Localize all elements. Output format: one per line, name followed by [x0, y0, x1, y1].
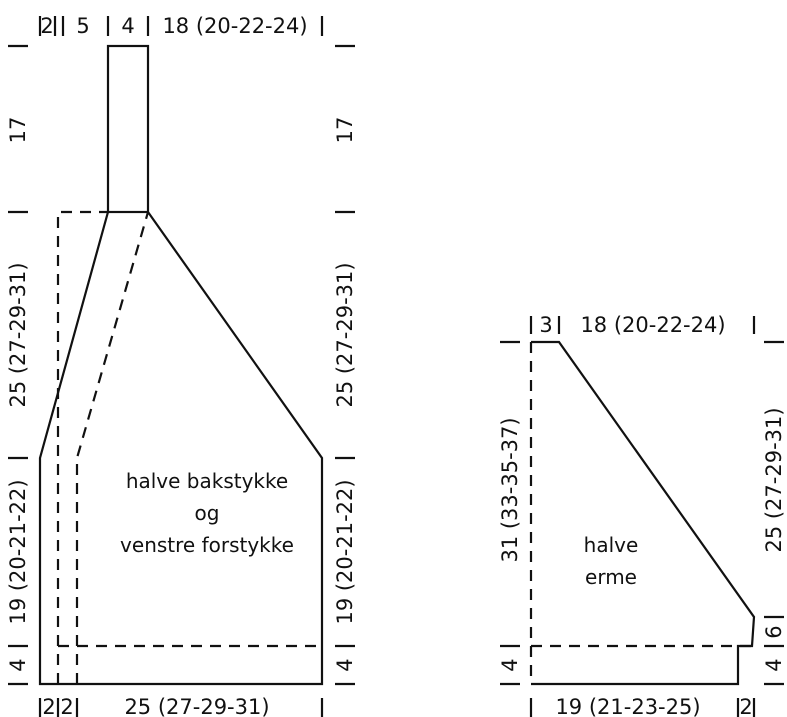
- dim-sleeve-right-straight: 6: [762, 625, 786, 638]
- sleeve-piece: halve erme 3 18 (20-22-24) 19 (21-23-25)…: [498, 313, 786, 717]
- body-label-line-3: venstre forstykke: [120, 533, 294, 557]
- body-top-dims: 2 5 4 18 (20-22-24): [38, 14, 324, 38]
- sleeve-label-line-2: erme: [585, 565, 637, 589]
- body-piece: halve bakstykke og venstre forstykke 2 5…: [6, 14, 357, 717]
- dim-right-collar: 17: [333, 117, 357, 144]
- dim-sleeve-left-rib: 4: [498, 658, 522, 671]
- sleeve-right-dims: 25 (27-29-31) 6 4: [762, 340, 786, 686]
- dim-sleeve-bottom-edge: 2: [739, 695, 752, 717]
- sleeve-outline: [531, 340, 756, 686]
- dim-right-yoke: 25 (27-29-31): [333, 262, 357, 407]
- dim-bottom-edge-a: 2: [42, 695, 55, 717]
- dim-bottom-width: 25 (27-29-31): [124, 695, 269, 717]
- sleeve-left-dims: 31 (33-35-37) 4: [498, 340, 522, 686]
- dim-sleeve-left-length: 31 (33-35-37): [498, 417, 522, 562]
- dim-left-collar: 17: [6, 117, 30, 144]
- collar-outline: [106, 44, 150, 214]
- front-edge-dashed: [56, 210, 108, 684]
- dim-right-body: 19 (20-21-22): [333, 479, 357, 624]
- body-outline: [38, 211, 324, 686]
- dim-sleeve-right-raglan: 25 (27-29-31): [762, 407, 786, 552]
- dim-top-collar-gap: 5: [76, 14, 89, 38]
- dim-top-left-edge: 2: [40, 14, 53, 38]
- body-bottom-dims: 2 2 25 (27-29-31): [38, 695, 324, 717]
- dim-sleeve-top: 18 (20-22-24): [580, 313, 725, 337]
- dim-top-shoulder: 18 (20-22-24): [162, 14, 307, 38]
- dim-sleeve-top-edge: 3: [539, 313, 552, 337]
- sleeve-label-line-1: halve: [584, 533, 639, 557]
- dim-top-neckband: 4: [121, 14, 134, 38]
- dim-sleeve-bottom-width: 19 (21-23-25): [555, 695, 700, 717]
- dim-left-rib: 4: [6, 658, 30, 671]
- dim-left-body: 19 (20-21-22): [6, 479, 30, 624]
- body-right-dims: 17 25 (27-29-31) 19 (20-21-22) 4: [333, 44, 357, 686]
- dim-bottom-edge-b: 2: [60, 695, 73, 717]
- body-left-dims: 17 25 (27-29-31) 19 (20-21-22) 4: [6, 44, 30, 686]
- dim-sleeve-right-rib: 4: [762, 658, 786, 671]
- sleeve-bottom-dims: 19 (21-23-25) 2: [529, 695, 756, 717]
- dim-left-yoke: 25 (27-29-31): [6, 262, 30, 407]
- sleeve-top-dims: 3 18 (20-22-24): [529, 313, 756, 337]
- body-label-line-1: halve bakstykke: [126, 469, 288, 493]
- body-label-line-2: og: [195, 501, 220, 525]
- dim-right-rib: 4: [333, 658, 357, 671]
